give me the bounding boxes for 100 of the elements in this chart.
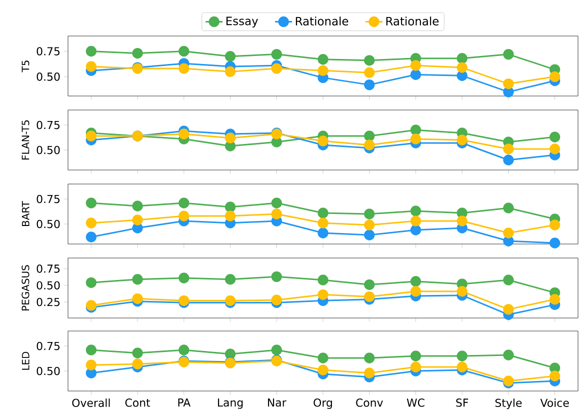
point (503, 350, 514, 360)
point (364, 368, 375, 378)
y-axis-title: LED (22, 352, 30, 370)
point (178, 344, 190, 356)
point (178, 63, 190, 74)
point (503, 304, 514, 315)
x-tick-label: Lang (218, 398, 243, 409)
point (178, 128, 190, 140)
point (178, 198, 190, 208)
point (549, 220, 560, 230)
point (410, 60, 422, 71)
point (271, 198, 282, 208)
point (271, 208, 282, 220)
point (224, 51, 236, 62)
point (410, 286, 422, 297)
x-tick-label: Overall (72, 398, 110, 407)
point (86, 130, 97, 142)
point (271, 271, 282, 282)
y-tick-label: 0.50 (36, 281, 60, 290)
point (410, 362, 422, 372)
x-tick-label: SF (456, 398, 468, 407)
legend-label: Rationale (386, 16, 439, 26)
point (549, 132, 560, 142)
point (410, 224, 422, 236)
point (86, 46, 97, 57)
point (86, 277, 97, 288)
point (410, 206, 422, 216)
point (549, 71, 560, 82)
point (410, 134, 422, 144)
point (318, 136, 328, 146)
point (132, 293, 143, 304)
y-tick-label: 0.50 (36, 146, 60, 154)
y-tick-label: 0.75 (36, 342, 60, 350)
point (410, 216, 422, 226)
point (410, 124, 422, 136)
point (224, 210, 236, 222)
y-tick-label: 0.50 (36, 366, 60, 376)
point (456, 134, 468, 146)
point (456, 362, 468, 372)
point (86, 218, 97, 228)
point (456, 286, 468, 297)
legend-label: Rationale (296, 16, 348, 26)
point (318, 228, 328, 238)
y-tick-label: 0.75 (36, 194, 60, 204)
y-tick-label: 0.75 (36, 120, 60, 130)
point (456, 350, 468, 362)
point (410, 276, 422, 287)
point (364, 208, 375, 220)
point (132, 274, 143, 285)
point (456, 53, 468, 64)
point (86, 344, 97, 356)
point (503, 144, 514, 154)
point (364, 55, 375, 66)
point (364, 67, 375, 78)
point (549, 238, 560, 248)
point (364, 352, 375, 364)
x-tick-label: Voice (540, 398, 569, 407)
point (318, 364, 328, 376)
point (364, 79, 375, 90)
point (410, 69, 422, 80)
point (364, 291, 375, 302)
point (549, 144, 560, 154)
point (132, 214, 143, 226)
point (318, 208, 328, 218)
point (132, 200, 143, 212)
y-axis-title: FLAN-T5 (22, 120, 30, 160)
point (364, 279, 375, 290)
point (318, 289, 328, 300)
y-tick-label: 0.25 (36, 298, 60, 306)
x-tick-label: Org (314, 398, 332, 409)
point (224, 66, 236, 77)
point (549, 370, 560, 382)
point (86, 61, 97, 72)
point (224, 132, 236, 144)
point (132, 348, 143, 358)
point (224, 202, 236, 212)
point (503, 274, 514, 286)
x-tick-label: Style (495, 398, 522, 410)
point (318, 218, 328, 228)
point (503, 228, 514, 238)
x-tick-label: Cont (125, 398, 150, 407)
point (318, 54, 328, 65)
point (456, 216, 468, 226)
y-axis-title: BART (22, 200, 30, 226)
point (86, 360, 97, 370)
point (86, 232, 97, 242)
point (503, 202, 514, 214)
point (410, 350, 422, 362)
point (549, 294, 560, 305)
y-tick-label: 0.50 (36, 220, 60, 228)
point (364, 220, 375, 230)
point (318, 352, 328, 364)
point (318, 65, 328, 76)
x-tick-label: Nar (268, 398, 286, 407)
point (271, 63, 282, 74)
y-tick-label: 0.75 (36, 47, 60, 56)
point (456, 62, 468, 73)
point (271, 344, 282, 356)
point (271, 294, 282, 306)
x-tick-label: WC (406, 398, 424, 407)
